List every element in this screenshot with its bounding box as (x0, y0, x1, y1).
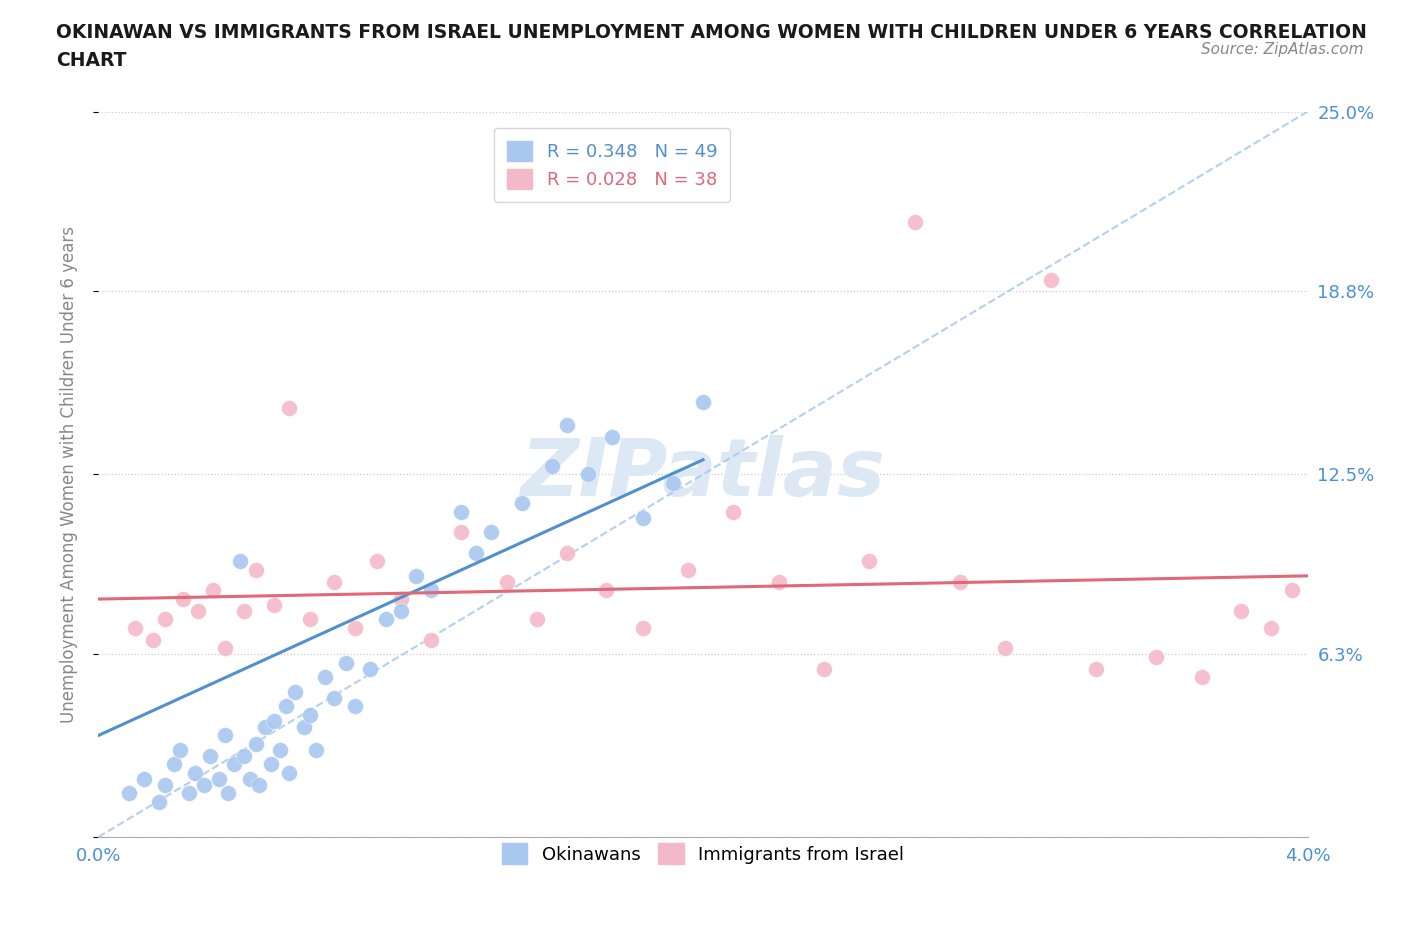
Point (118, 786, 141, 801)
Point (247, 777, 270, 792)
Point (253, 719, 276, 734)
Point (323, 690, 346, 705)
Point (495, 574, 517, 589)
Point (481, 525, 503, 539)
Point (904, 215, 927, 230)
Point (163, 757, 186, 772)
Point (277, 400, 299, 415)
Point (148, 795, 170, 810)
Point (153, 777, 176, 792)
Point (299, 708, 322, 723)
Point (858, 554, 880, 569)
Point (202, 583, 225, 598)
Legend: Okinawans, Immigrants from Israel: Okinawans, Immigrants from Israel (495, 836, 911, 871)
Point (153, 612, 176, 627)
Point (245, 737, 267, 751)
Point (305, 742, 328, 757)
Point (193, 777, 215, 792)
Point (389, 591, 412, 606)
Point (208, 772, 231, 787)
Point (284, 684, 307, 699)
Point (366, 554, 388, 569)
Point (526, 612, 548, 627)
Point (576, 467, 599, 482)
Point (277, 765, 299, 780)
Y-axis label: Unemployment Among Women with Children Under 6 years: Unemployment Among Women with Children U… (59, 226, 77, 723)
Point (360, 661, 382, 676)
Point (245, 563, 267, 578)
Point (555, 418, 578, 432)
Point (179, 786, 201, 801)
Point (813, 661, 835, 676)
Point (260, 757, 283, 772)
Point (450, 525, 472, 539)
Text: Source: ZipAtlas.com: Source: ZipAtlas.com (1201, 42, 1364, 57)
Point (200, 749, 222, 764)
Point (510, 496, 533, 511)
Point (323, 574, 346, 589)
Text: ZIPatlas: ZIPatlas (520, 435, 886, 513)
Point (405, 568, 427, 583)
Point (132, 772, 155, 787)
Point (232, 604, 254, 618)
Point (172, 591, 194, 606)
Point (465, 545, 488, 560)
Point (1146, 650, 1168, 665)
Point (169, 742, 191, 757)
Point (949, 574, 972, 589)
Text: CHART: CHART (56, 51, 127, 70)
Point (184, 765, 207, 780)
Point (631, 620, 654, 635)
Point (768, 574, 790, 589)
Point (263, 597, 285, 612)
Point (1230, 604, 1253, 618)
Point (344, 620, 367, 635)
Point (595, 583, 617, 598)
Point (335, 656, 357, 671)
Point (540, 458, 562, 473)
Point (299, 612, 322, 627)
Point (292, 719, 315, 734)
Point (692, 394, 714, 409)
Point (676, 563, 699, 578)
Point (661, 475, 683, 490)
Point (224, 757, 246, 772)
Point (214, 641, 236, 656)
Point (555, 545, 578, 560)
Point (1281, 583, 1303, 598)
Point (631, 511, 654, 525)
Point (602, 429, 624, 444)
Point (1085, 661, 1108, 676)
Point (217, 786, 239, 801)
Point (1039, 272, 1062, 287)
Point (274, 699, 297, 714)
Point (374, 612, 396, 627)
Point (723, 505, 745, 520)
Point (214, 728, 236, 743)
Point (450, 505, 472, 520)
Point (389, 604, 412, 618)
Point (344, 699, 367, 714)
Point (420, 583, 443, 598)
Point (187, 604, 209, 618)
Point (142, 632, 165, 647)
Point (1191, 670, 1213, 684)
Point (124, 620, 146, 635)
Point (269, 742, 291, 757)
Point (239, 772, 262, 787)
Point (1260, 620, 1282, 635)
Point (263, 713, 285, 728)
Point (420, 632, 443, 647)
Point (229, 554, 252, 569)
Point (994, 641, 1017, 656)
Point (232, 749, 254, 764)
Text: OKINAWAN VS IMMIGRANTS FROM ISRAEL UNEMPLOYMENT AMONG WOMEN WITH CHILDREN UNDER : OKINAWAN VS IMMIGRANTS FROM ISRAEL UNEMP… (56, 23, 1367, 42)
Point (314, 670, 336, 684)
